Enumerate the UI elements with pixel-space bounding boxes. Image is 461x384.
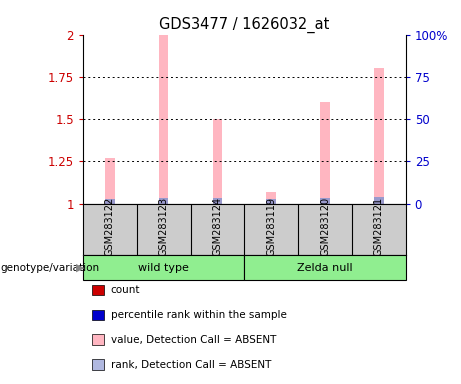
Text: GSM283120: GSM283120 xyxy=(320,197,330,257)
Text: count: count xyxy=(111,285,140,295)
Text: genotype/variation: genotype/variation xyxy=(0,263,99,273)
Bar xyxy=(213,199,222,204)
Bar xyxy=(83,255,244,280)
Bar xyxy=(320,102,330,204)
Bar xyxy=(266,192,276,204)
Bar xyxy=(159,35,168,204)
Bar xyxy=(320,198,330,204)
Bar xyxy=(374,68,384,204)
Title: GDS3477 / 1626032_at: GDS3477 / 1626032_at xyxy=(159,17,330,33)
Bar xyxy=(244,255,406,280)
Bar xyxy=(213,119,222,204)
Bar xyxy=(105,158,115,204)
Text: GSM283121: GSM283121 xyxy=(374,197,384,257)
Text: percentile rank within the sample: percentile rank within the sample xyxy=(111,310,287,320)
Text: rank, Detection Call = ABSENT: rank, Detection Call = ABSENT xyxy=(111,360,271,370)
Text: ▶: ▶ xyxy=(76,263,84,273)
Bar xyxy=(374,197,384,204)
Bar xyxy=(105,199,115,204)
Text: Zelda null: Zelda null xyxy=(297,263,353,273)
Text: value, Detection Call = ABSENT: value, Detection Call = ABSENT xyxy=(111,335,276,345)
Bar xyxy=(266,199,276,204)
Bar xyxy=(159,198,168,204)
Text: GSM283122: GSM283122 xyxy=(105,197,115,257)
Text: GSM283124: GSM283124 xyxy=(213,197,223,257)
Text: GSM283119: GSM283119 xyxy=(266,197,276,257)
Text: GSM283123: GSM283123 xyxy=(159,197,169,257)
Text: wild type: wild type xyxy=(138,263,189,273)
